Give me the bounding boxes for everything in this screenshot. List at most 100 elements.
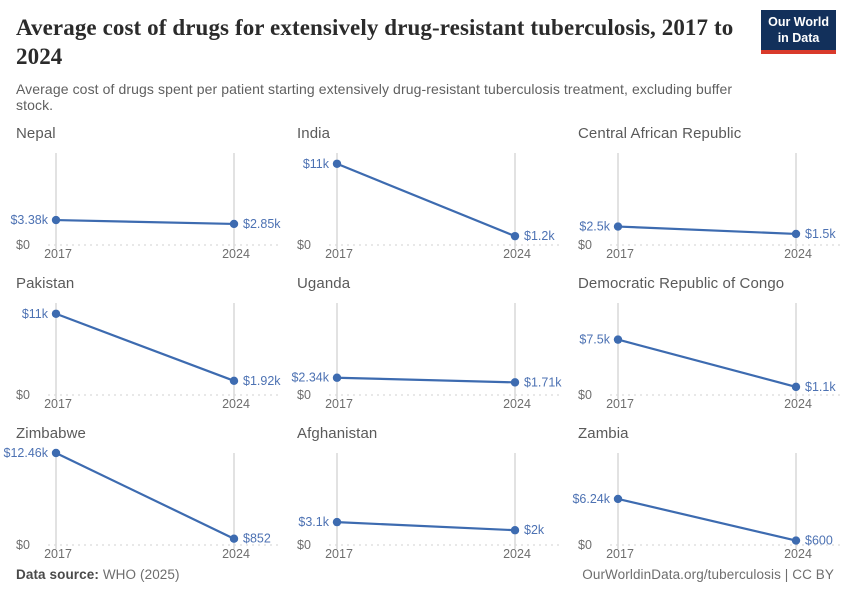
footer: Data source: WHO (2025) OurWorldinData.o… xyxy=(16,567,834,582)
facet-title: Zimbabwe xyxy=(16,424,86,442)
facet-zimbabwe: Zimbabwe $0 2017 2024 $12.46k $852 xyxy=(4,424,281,561)
data-point-2024[interactable] xyxy=(791,229,801,238)
data-point-2017[interactable] xyxy=(51,448,61,457)
facet-title: Democratic Republic of Congo xyxy=(578,274,785,292)
facet-title: Zambia xyxy=(578,424,629,442)
value-label-start: $3.38k xyxy=(10,213,48,227)
series-line xyxy=(336,376,516,383)
footer-source: Data source: WHO (2025) xyxy=(16,567,180,582)
owid-logo-line2: in Data xyxy=(777,30,820,45)
footer-separator: | xyxy=(780,567,793,582)
x-tick-label: 2017 xyxy=(325,547,353,561)
x-tick-label: 2024 xyxy=(784,247,812,261)
footer-owid-link[interactable]: OurWorldinData.org/tuberculosis xyxy=(582,567,781,582)
data-point-2024[interactable] xyxy=(229,534,239,543)
series-line xyxy=(617,497,797,542)
data-point-2024[interactable] xyxy=(510,377,520,387)
value-label-start: $3.1k xyxy=(298,515,329,529)
y-axis-zero-label: $0 xyxy=(578,538,592,552)
facet-pakistan: Pakistan $0 2017 2024 $11k $1.92k xyxy=(16,275,281,411)
facet-uganda: Uganda $0 2017 2024 $2.34k $1.71k xyxy=(291,274,562,411)
y-axis-zero-label: $0 xyxy=(297,538,311,552)
footer-source-label: Data source: xyxy=(16,567,99,582)
facet-title: Pakistan xyxy=(16,274,75,292)
x-tick-label: 2024 xyxy=(222,547,250,561)
series-line xyxy=(336,162,516,237)
facet-nepal: Nepal $0 2017 2024 $3.38k $2.85k xyxy=(10,124,281,261)
value-label-end: $1.2k xyxy=(524,229,555,243)
value-label-start: $2.34k xyxy=(291,370,329,384)
data-point-2017[interactable] xyxy=(613,494,623,503)
y-axis-zero-label: $0 xyxy=(297,388,311,402)
x-tick-label: 2024 xyxy=(784,547,812,561)
facet-title: India xyxy=(297,124,331,142)
facet-democratic-republic-of-congo: Democratic Republic of Congo $0 2017 2024 $7… xyxy=(578,275,843,411)
facet-chart[interactable]: $0 2017 2024 $2.34k $1.71k xyxy=(291,301,562,411)
data-point-2024[interactable] xyxy=(791,535,801,545)
data-point-2024[interactable] xyxy=(229,219,239,228)
facet-chart[interactable]: $0 2017 2024 $12.46k $852 xyxy=(4,446,281,561)
x-tick-label: 2024 xyxy=(503,247,531,261)
x-tick-label: 2017 xyxy=(325,397,353,411)
x-tick-label: 2017 xyxy=(44,247,72,261)
value-label-end: $600 xyxy=(805,533,833,547)
facet-central-african-republic: Central African Republic $0 2017 2024 $2.5k $… xyxy=(578,125,843,261)
y-axis-zero-label: $0 xyxy=(297,238,311,252)
facet-title: Nepal xyxy=(16,124,56,142)
value-label-start: $7.5k xyxy=(579,332,610,346)
data-point-2017[interactable] xyxy=(613,334,623,344)
data-point-2024[interactable] xyxy=(510,525,520,534)
y-axis-zero-label: $0 xyxy=(578,388,592,402)
charts-grid: Nepal $0 2017 2024 $3.38k $2.85k India $0 2017 20… xyxy=(4,124,843,561)
x-tick-label: 2024 xyxy=(222,247,250,261)
value-label-start: $11k xyxy=(303,156,330,170)
value-label-end: $2.85k xyxy=(243,216,281,230)
value-label-end: $2k xyxy=(524,523,545,537)
data-point-2017[interactable] xyxy=(613,221,623,231)
facet-chart[interactable]: $0 2017 2024 $11k $1.2k xyxy=(297,151,562,261)
footer-attribution: OurWorldinData.org/tuberculosis | CC BY xyxy=(582,567,834,582)
header: Average cost of drugs for extensively dr… xyxy=(16,10,836,113)
value-label-end: $1.5k xyxy=(805,226,836,240)
facet-afghanistan: Afghanistan $0 2017 2024 $3.1k $2k xyxy=(297,425,562,561)
x-tick-label: 2017 xyxy=(44,547,72,561)
facet-chart[interactable]: $0 2017 2024 $3.38k $2.85k xyxy=(10,151,281,261)
x-tick-label: 2017 xyxy=(606,247,634,261)
x-tick-label: 2024 xyxy=(503,397,531,411)
data-point-2017[interactable] xyxy=(332,159,342,168)
data-point-2017[interactable] xyxy=(332,517,342,526)
value-label-end: $1.71k xyxy=(524,375,562,389)
facet-india: India $0 2017 2024 $11k $1.2k xyxy=(297,125,562,261)
facet-chart[interactable]: $0 2017 2024 $7.5k $1.1k xyxy=(578,301,843,411)
facet-chart[interactable]: $0 2017 2024 $11k $1.92k xyxy=(16,301,281,411)
owid-logo-line1: Our World xyxy=(768,15,829,29)
data-point-2024[interactable] xyxy=(510,231,520,240)
x-tick-label: 2017 xyxy=(606,397,634,411)
facet-chart[interactable]: $0 2017 2024 $3.1k $2k xyxy=(297,451,562,561)
x-tick-label: 2024 xyxy=(222,397,250,411)
x-tick-label: 2024 xyxy=(784,397,812,411)
series-line xyxy=(55,218,235,225)
y-axis-zero-label: $0 xyxy=(16,388,30,402)
facet-chart[interactable]: $0 2017 2024 $2.5k $1.5k xyxy=(578,151,843,261)
data-point-2024[interactable] xyxy=(791,382,801,391)
facet-title: Uganda xyxy=(297,274,351,292)
page-subtitle: Average cost of drugs spent per patient … xyxy=(16,80,733,113)
value-label-end: $1.1k xyxy=(805,379,836,393)
data-point-2017[interactable] xyxy=(332,373,342,382)
value-label-start: $11k xyxy=(22,306,49,320)
x-tick-label: 2024 xyxy=(503,547,531,561)
data-point-2017[interactable] xyxy=(51,215,61,224)
page-title: Average cost of drugs for extensively dr… xyxy=(16,15,734,69)
series-line xyxy=(55,312,235,382)
data-point-2024[interactable] xyxy=(229,376,239,385)
value-label-end: $1.92k xyxy=(243,373,281,387)
series-line xyxy=(617,338,797,388)
facet-chart[interactable]: $0 2017 2024 $6.24k $600 xyxy=(572,451,843,561)
owid-logo[interactable]: Our World in Data xyxy=(761,10,836,55)
value-label-start: $6.24k xyxy=(572,491,610,505)
value-label-start: $2.5k xyxy=(579,219,610,233)
data-point-2017[interactable] xyxy=(51,309,61,318)
footer-license: CC BY xyxy=(792,567,834,582)
